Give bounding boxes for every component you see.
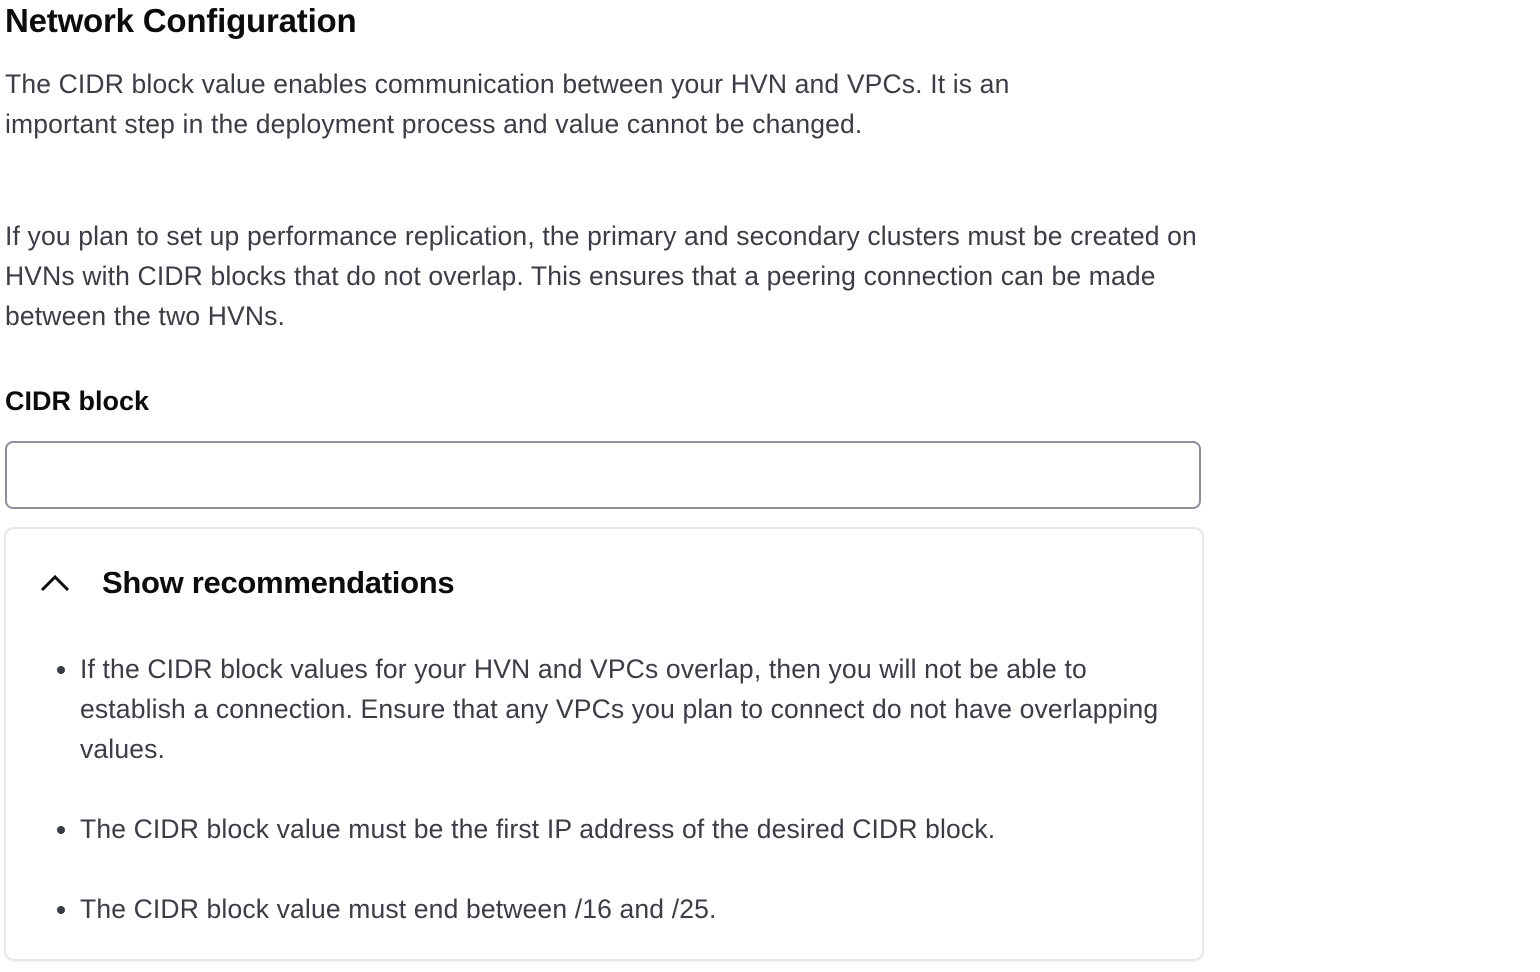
replication-paragraph: If you plan to set up performance replic… — [5, 221, 1197, 331]
toggle-label: Show recommendations — [102, 565, 455, 600]
cidr-block-input[interactable] — [5, 441, 1201, 509]
cidr-block-label: CIDR block — [5, 386, 150, 416]
chevron-up-icon — [40, 574, 70, 592]
list-item: The CIDR block value must be the first I… — [80, 809, 1180, 849]
intro-paragraph: The CIDR block value enables communicati… — [5, 69, 1010, 139]
recommendations-panel: Show recommendations If the CIDR block v… — [4, 527, 1204, 961]
recommendations-list: If the CIDR block values for your HVN an… — [36, 649, 1180, 969]
show-recommendations-toggle[interactable]: Show recommendations — [38, 565, 455, 601]
list-item: The CIDR block value must end between /1… — [80, 889, 1180, 929]
list-item: If the CIDR block values for your HVN an… — [80, 649, 1180, 769]
page-title: Network Configuration — [5, 2, 357, 39]
